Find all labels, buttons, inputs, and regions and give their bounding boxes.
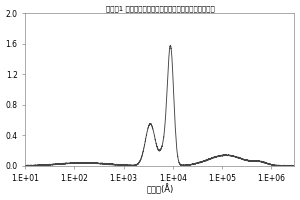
- Title: 实施例1 制造的锂锰锰钴复合氧化物粉末的粒孔分布曲线: 实施例1 制造的锂锰锰钴复合氧化物粉末的粒孔分布曲线: [106, 6, 214, 12]
- X-axis label: 孔半径(Å): 孔半径(Å): [146, 184, 173, 194]
